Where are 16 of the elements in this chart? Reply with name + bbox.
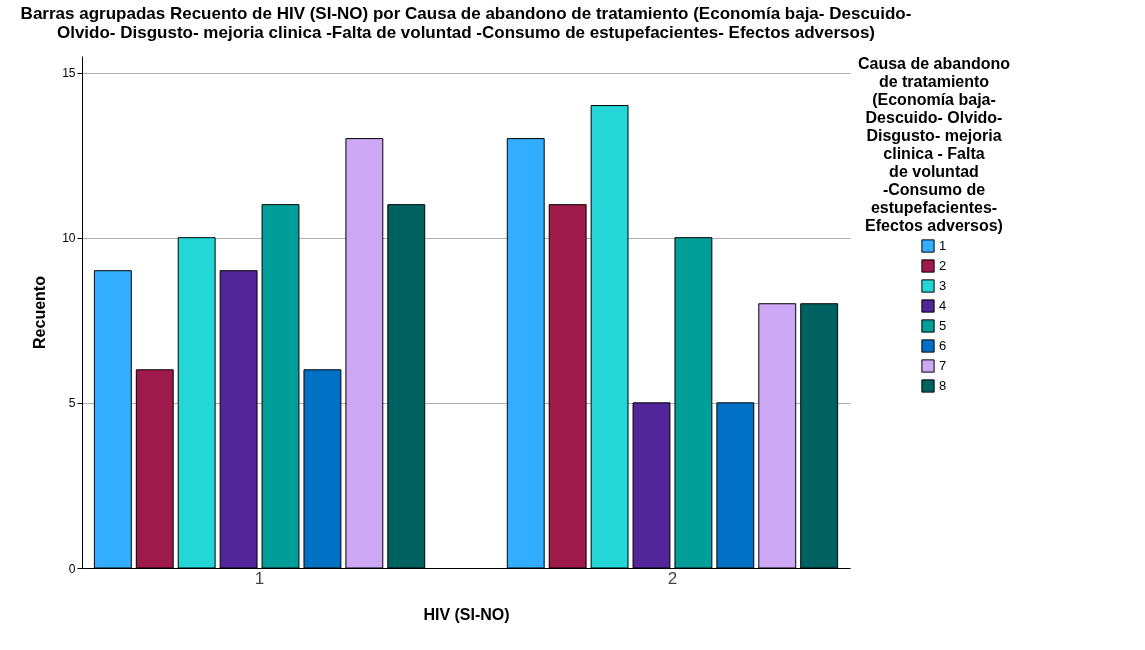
x-axis-title: HIV (SI-NO) [423,605,510,623]
legend-label: 4 [939,298,947,313]
y-tick-label: 15 [62,66,76,81]
legend-label: 6 [939,338,947,353]
text: Causa de abandono de tratamiento (Economía baja- Descuido- Olvido- Disgusto- mejoria clinica - Falta de voluntad -Consumo de estupefacientes- Efectos adversos) [857,55,1011,234]
legend-label: 8 [939,378,947,393]
legend-label: 7 [939,358,947,373]
y-tick-label: 5 [68,396,76,411]
legend-label: 1 [939,238,947,253]
y-axis-title: Recuento [31,275,49,349]
chart-title: Barras agrupadas Recuento de HIV (SI-NO) por Causa de abandono de tratamiento (Economía baja- Descuido- Olvido- Disgusto- mejoria clinica -Falta de voluntad -Consumo de estupefacientes- Efectos adversos) [20,4,912,42]
legend-label: 2 [939,258,947,273]
legend-label: 3 [939,278,947,293]
y-tick-label: 0 [68,561,76,576]
legend-label: 5 [939,318,947,333]
y-tick-label: 10 [62,231,76,246]
